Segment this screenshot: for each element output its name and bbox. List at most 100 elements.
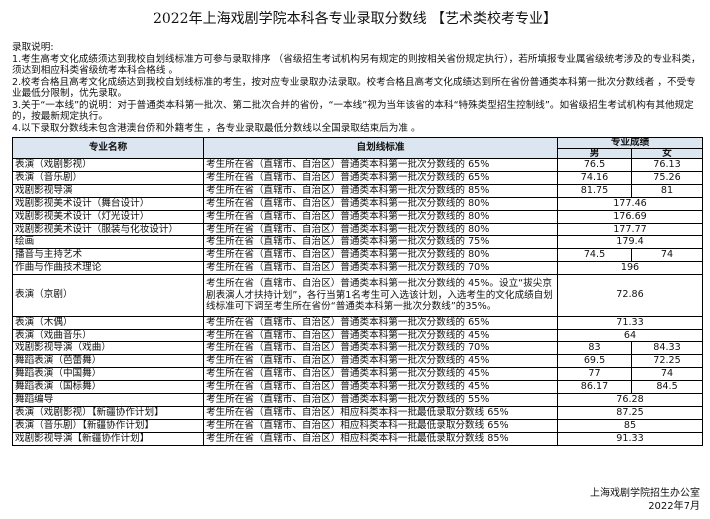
major-cell: 戏剧影视导演【新疆协作计划】 (12, 431, 204, 446)
standard-cell: 考生所在省（直辖市、自治区）相应科类本科一批最低录取分数线 85% (203, 431, 558, 446)
female-score-cell: 84.5 (631, 380, 703, 395)
major-cell: 表演（音乐剧）【新疆协作计划】 (12, 418, 204, 433)
male-score-cell: 77 (557, 367, 632, 382)
table-row: 绘画 考生所在省（直辖市、自治区）普通类本科第一批次分数线的 75% 179.4 (12, 235, 703, 250)
major-cell: 表演（戏剧影视） (12, 158, 204, 172)
standard-cell: 考生所在省（直辖市、自治区）普通类本科第一批次分数线的 65% (203, 170, 558, 185)
table-row: 戏剧影视美术设计（灯光设计） 考生所在省（直辖市、自治区）普通类本科第一批次分数线… (12, 209, 703, 224)
score-cell: 85 (557, 418, 703, 433)
score-cell: 91.33 (557, 431, 703, 446)
note-item: 3.关于“一本线”的说明：对于普通类本科第一批次、第二批次合并的省份，“一本线”… (12, 99, 694, 123)
header-major: 专业名称 (12, 137, 204, 159)
standard-cell: 考生所在省（直辖市、自治区）普通类本科第一批次分数线的 55% (203, 393, 558, 407)
female-score-cell: 81 (631, 183, 703, 198)
table-row: 戏剧影视美术设计（服装与化妆设计） 考生所在省（直辖市、自治区）普通类本科第一批次… (12, 222, 703, 237)
male-score-cell: 69.5 (557, 354, 632, 369)
female-score-cell: 74 (631, 367, 703, 382)
table-row: 表演（戏剧影视） 考生所在省（直辖市、自治区）普通类本科第一批次分数线的 65% 7… (12, 158, 703, 172)
footer-date: 2022年7月 (648, 501, 700, 512)
table-row: 表演（京剧） 考生所在省（直辖市、自治区）普通类本科第一批次分数线的 45%。设立… (12, 274, 703, 317)
page-title: 2022年上海戏剧学院本科各专业录取分数线 【艺术类校考专业】 (152, 11, 558, 27)
notes-heading: 录取说明: (12, 42, 54, 53)
major-cell: 舞蹈编导 (12, 393, 204, 407)
male-score-cell: 76.5 (557, 158, 632, 172)
score-cell: 177.46 (557, 196, 703, 211)
major-cell: 绘画 (12, 235, 204, 250)
note-item: 2.校考合格且高考文化成绩达到我校自划线标准的考生，按对应专业录取办法录取。校考… (12, 76, 696, 100)
standard-cell: 考生所在省（直辖市、自治区）普通类本科第一批次分数线的 45% (203, 367, 558, 382)
standard-cell: 考生所在省（直辖市、自治区）普通类本科第一批次分数线的 45% (203, 354, 558, 369)
header-standard: 自划线标准 (203, 137, 558, 159)
header-female: 女 (631, 147, 703, 159)
standard-cell: 考生所在省（直辖市、自治区）相应科类本科一批最低录取分数线 65% (203, 418, 558, 433)
score-cell: 179.4 (557, 235, 703, 250)
footer-org: 上海戏剧学院招生办公室 (590, 488, 700, 499)
note-item: 1.考生高考文化成绩须达到我校自划线标准方可参与录取排序 （省级招生考试机构另有… (12, 53, 701, 77)
standard-cell: 考生所在省（直辖市、自治区）普通类本科第一批次分数线的 80% (203, 222, 558, 237)
score-cell: 64 (557, 328, 703, 343)
major-cell: 戏剧影视美术设计（服装与化妆设计） (12, 222, 204, 237)
standard-cell: 考生所在省（直辖市、自治区）普通类本科第一批次分数线的 80% (203, 248, 558, 263)
standard-cell: 考生所在省（直辖市、自治区）普通类本科第一批次分数线的 70% (203, 341, 558, 356)
score-cell: 76.28 (557, 393, 703, 407)
table-row: 戏剧影视导演 考生所在省（直辖市、自治区）普通类本科第一批次分数线的 85% 81.… (12, 183, 703, 198)
standard-cell: 考生所在省（直辖市、自治区）普通类本科第一批次分数线的 45%。设立“拔尖京剧表… (203, 274, 558, 317)
score-cell: 177.77 (557, 222, 703, 237)
major-cell: 戏剧影视美术设计（舞台设计） (12, 196, 204, 211)
standard-cell: 考生所在省（直辖市、自治区）普通类本科第一批次分数线的 80% (203, 196, 558, 211)
table-row: 戏剧影视美术设计（舞台设计） 考生所在省（直辖市、自治区）普通类本科第一批次分数线… (12, 196, 703, 211)
standard-cell: 考生所在省（直辖市、自治区）相应科类本科一批最低录取分数线 65% (203, 406, 558, 420)
male-score-cell: 74.5 (557, 248, 632, 263)
major-cell: 表演（京剧） (12, 274, 204, 317)
major-cell: 表演（戏剧影视）【新疆协作计划】 (12, 406, 204, 420)
standard-cell: 考生所在省（直辖市、自治区）普通类本科第一批次分数线的 65% (203, 315, 558, 330)
standard-cell: 考生所在省（直辖市、自治区）普通类本科第一批次分数线的 70% (203, 261, 558, 276)
major-cell: 舞蹈表演（芭蕾舞） (12, 354, 204, 369)
major-cell: 舞蹈表演（中国舞） (12, 367, 204, 382)
table-row: 播音与主持艺术 考生所在省（直辖市、自治区）普通类本科第一批次分数线的 80% 74… (12, 248, 703, 263)
table-row: 作曲与作曲技术理论 考生所在省（直辖市、自治区）普通类本科第一批次分数线的 70%… (12, 261, 703, 276)
table-row: 戏剧影视导演（戏曲） 考生所在省（直辖市、自治区）普通类本科第一批次分数线的 70… (12, 341, 703, 356)
female-score-cell: 75.26 (631, 170, 703, 185)
table-row: 表演（音乐剧）【新疆协作计划】 考生所在省（直辖市、自治区）相应科类本科一批最低录… (12, 418, 703, 433)
table-row: 舞蹈表演（芭蕾舞） 考生所在省（直辖市、自治区）普通类本科第一批次分数线的 45%… (12, 354, 703, 369)
score-cell: 176.69 (557, 209, 703, 224)
major-cell: 戏剧影视导演 (12, 183, 204, 198)
standard-cell: 考生所在省（直辖市、自治区）普通类本科第一批次分数线的 80% (203, 209, 558, 224)
header-male: 男 (557, 147, 632, 159)
major-cell: 舞蹈表演（国标舞） (12, 380, 204, 395)
male-score-cell: 74.16 (557, 170, 632, 185)
table-row: 表演（戏曲音乐） 考生所在省（直辖市、自治区）普通类本科第一批次分数线的 45% 6… (12, 328, 703, 343)
major-cell: 戏剧影视美术设计（灯光设计） (12, 209, 204, 224)
table-row: 表演（木偶） 考生所在省（直辖市、自治区）普通类本科第一批次分数线的 65% 71.… (12, 315, 703, 330)
major-cell: 表演（木偶） (12, 315, 204, 330)
major-cell: 作曲与作曲技术理论 (12, 261, 204, 276)
standard-cell: 考生所在省（直辖市、自治区）普通类本科第一批次分数线的 45% (203, 328, 558, 343)
standard-cell: 考生所在省（直辖市、自治区）普通类本科第一批次分数线的 85% (203, 183, 558, 198)
major-cell: 戏剧影视导演（戏曲） (12, 341, 204, 356)
male-score-cell: 86.17 (557, 380, 632, 395)
footer: 上海戏剧学院招生办公室 2022年7月 (590, 487, 700, 513)
header-score: 专业成绩 (557, 137, 703, 149)
male-score-cell: 83 (557, 341, 632, 356)
table-row: 舞蹈表演（中国舞） 考生所在省（直辖市、自治区）普通类本科第一批次分数线的 45%… (12, 367, 703, 382)
score-cell: 196 (557, 261, 703, 276)
admission-notes: 录取说明: 1.考生高考文化成绩须达到我校自划线标准方可参与录取排序 （省级招生… (12, 42, 702, 134)
standard-cell: 考生所在省（直辖市、自治区）普通类本科第一批次分数线的 75% (203, 235, 558, 250)
major-cell: 播音与主持艺术 (12, 248, 204, 263)
table-row: 表演（戏剧影视）【新疆协作计划】 考生所在省（直辖市、自治区）相应科类本科一批最低… (12, 406, 703, 420)
score-cell: 72.86 (557, 274, 703, 317)
score-table: 专业名称 自划线标准 专业成绩 男 女 表演（戏剧影视） 考生所在省（直辖市、自治… (12, 137, 703, 446)
table-row: 戏剧影视导演【新疆协作计划】 考生所在省（直辖市、自治区）相应科类本科一批最低录取… (12, 431, 703, 446)
female-score-cell: 74 (631, 248, 703, 263)
standard-cell: 考生所在省（直辖市、自治区）普通类本科第一批次分数线的 65% (203, 158, 558, 172)
table-row: 舞蹈表演（国标舞） 考生所在省（直辖市、自治区）普通类本科第一批次分数线的 45%… (12, 380, 703, 395)
male-score-cell: 81.75 (557, 183, 632, 198)
table-row: 舞蹈编导 考生所在省（直辖市、自治区）普通类本科第一批次分数线的 55% 76.28 (12, 393, 703, 407)
female-score-cell: 84.33 (631, 341, 703, 356)
note-item: 4.以下录取分数线未包含港澳台侨和外籍考生 ，各专业录取最低分数线以全国录取结束… (12, 122, 421, 134)
female-score-cell: 76.13 (631, 158, 703, 172)
female-score-cell: 72.25 (631, 354, 703, 369)
score-cell: 87.25 (557, 406, 703, 420)
standard-cell: 考生所在省（直辖市、自治区）普通类本科第一批次分数线的 45% (203, 380, 558, 395)
